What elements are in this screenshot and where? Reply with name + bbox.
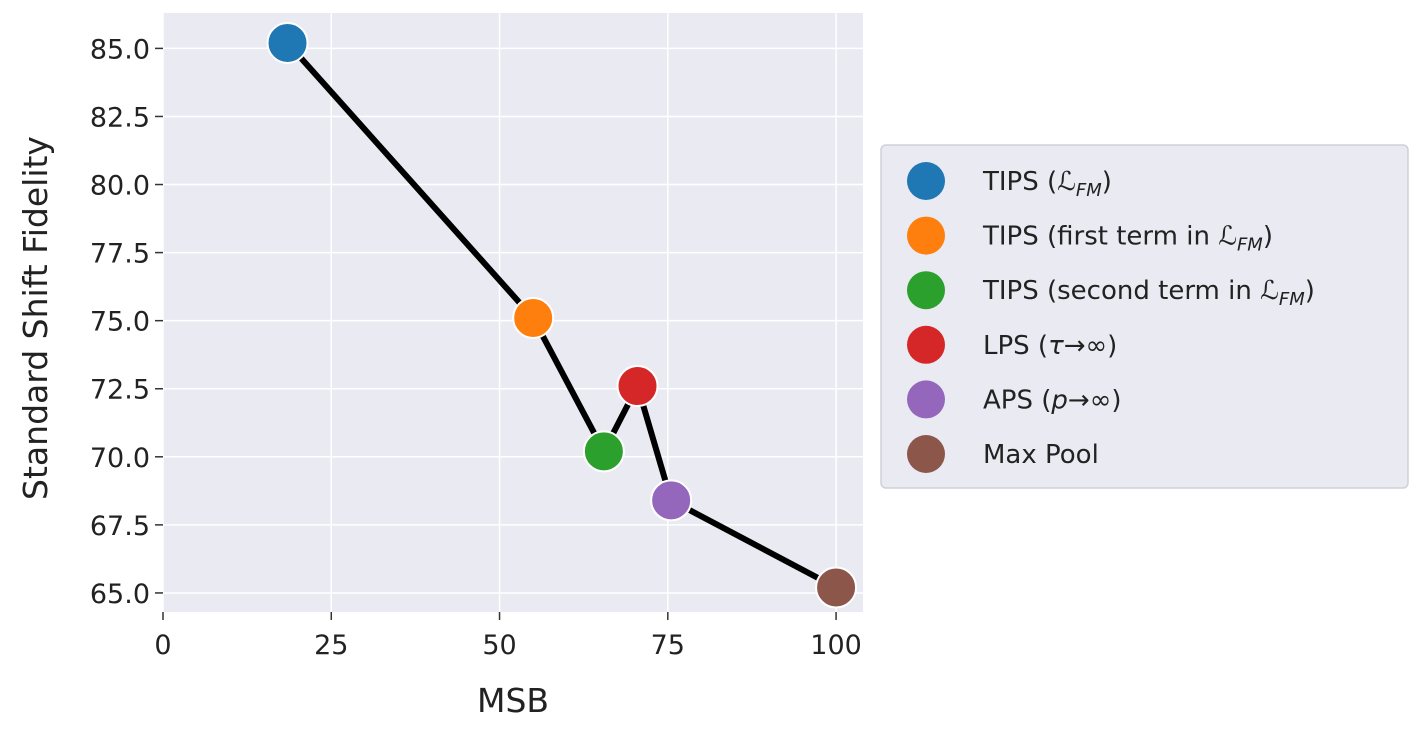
legend-label: TIPS (ℒFM) [982,167,1112,201]
y-tick-label: 75.0 [90,307,150,338]
legend-label: APS (p→∞) [983,385,1122,415]
legend-label: TIPS (second term in ℒFM) [982,276,1315,310]
legend-label: LPS (τ→∞) [983,331,1117,361]
y-tick-label: 72.5 [90,375,150,406]
data-point [815,566,858,609]
y-tick-label: 70.0 [90,443,150,474]
x-tick-label: 0 [154,630,171,661]
x-axis-ticks: 0 25 50 75 100 [154,612,862,661]
data-point [650,479,693,522]
data-point [582,430,625,473]
legend-marker [907,162,945,200]
y-tick-label: 77.5 [90,239,150,270]
y-tick-label: 82.5 [90,102,150,133]
y-axis-ticks: 65.0 67.5 70.0 72.5 75.0 77.5 80.0 82.5 85.0 [90,34,163,610]
x-axis-title: MSB [477,681,549,720]
legend-marker [907,325,945,364]
legend-marker [907,380,945,419]
y-tick-label: 85.0 [90,34,150,65]
series-connecting-line [285,40,838,591]
x-tick-label: 25 [314,630,348,661]
y-tick-label: 80.0 [90,171,150,202]
legend: TIPS (ℒFM) TIPS (first term in ℒFM) TIPS (… [880,144,1409,489]
data-point [616,365,659,408]
y-tick-label: 67.5 [90,511,150,542]
x-tick-label: 75 [651,630,685,661]
legend-marker [907,216,945,255]
legend-label: TIPS (first term in ℒFM) [982,222,1273,256]
data-point [512,296,555,339]
x-tick-label: 100 [810,630,862,661]
y-axis-title: Standard Shift Fidelity [16,136,55,500]
legend-marker [907,435,945,473]
data-points [266,21,858,609]
legend-marker [907,271,945,310]
legend-box [880,144,1409,489]
data-point [266,21,309,64]
y-tick-label: 65.0 [90,579,150,610]
x-tick-label: 50 [482,630,516,661]
legend-label: Max Pool [983,440,1099,470]
